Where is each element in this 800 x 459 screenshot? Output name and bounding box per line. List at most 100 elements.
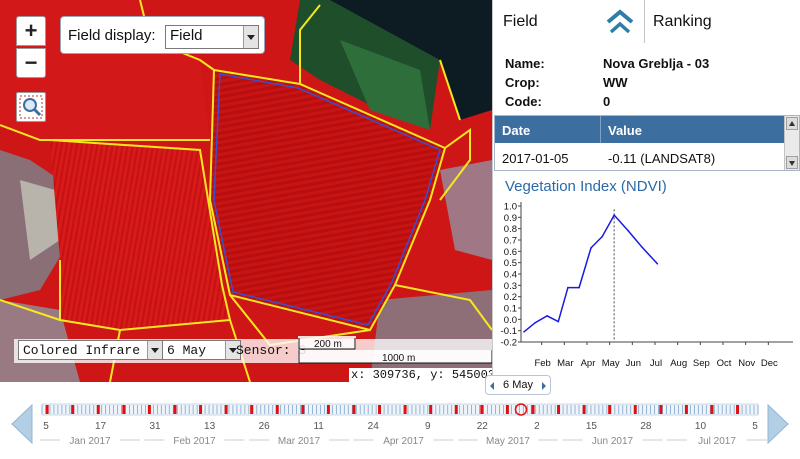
sensor-label: Sensor: S bbox=[236, 343, 307, 358]
step-left-icon[interactable] bbox=[490, 382, 494, 390]
scroll-down-icon[interactable] bbox=[786, 156, 798, 169]
field-display-select[interactable]: Field bbox=[165, 25, 259, 49]
acquisition-marker[interactable] bbox=[122, 405, 126, 414]
y-tick-label: 0.1 bbox=[504, 304, 517, 315]
x-tick-label: Mar bbox=[557, 358, 573, 369]
ndvi-point[interactable] bbox=[640, 246, 643, 248]
collapse-up-icon[interactable] bbox=[605, 8, 635, 36]
ndvi-point[interactable] bbox=[546, 315, 548, 317]
table-scrollbar[interactable] bbox=[784, 116, 799, 170]
scroll-up-icon[interactable] bbox=[786, 117, 798, 130]
chart-series bbox=[523, 213, 659, 333]
ndvi-point[interactable] bbox=[590, 247, 592, 249]
column-header-value[interactable]: Value bbox=[608, 123, 642, 138]
layer-select[interactable]: Colored Infrare bbox=[18, 340, 163, 360]
name-value: Nova Greblja - 03 bbox=[603, 56, 710, 71]
selected-date-marker[interactable] bbox=[514, 403, 528, 416]
x-tick-label: May bbox=[602, 358, 620, 369]
acquisition-marker[interactable] bbox=[275, 405, 279, 414]
field-info-panel: Field Ranking Name: Nova Greblja - 03 Cr… bbox=[492, 0, 800, 382]
chart-axes bbox=[520, 202, 793, 343]
ndvi-point[interactable] bbox=[601, 235, 604, 238]
ndvi-point[interactable] bbox=[523, 331, 525, 333]
acquisition-marker[interactable] bbox=[250, 405, 254, 414]
step-right-icon[interactable] bbox=[542, 382, 546, 390]
table-row[interactable]: 2017-01-05 -0.11 (LANDSAT8) bbox=[495, 143, 784, 170]
ndvi-point[interactable] bbox=[557, 320, 560, 323]
ndvi-point[interactable] bbox=[567, 286, 569, 289]
acquisition-marker[interactable] bbox=[45, 405, 49, 414]
timeline-day-label: 22 bbox=[477, 421, 489, 432]
timeline-month-label: Jan 2017 bbox=[69, 436, 111, 447]
acquisition-marker[interactable] bbox=[736, 405, 740, 414]
magnify-extent-icon bbox=[19, 95, 43, 119]
field-display-control: Field display: Field bbox=[60, 16, 265, 54]
y-tick-label: 0.6 bbox=[504, 247, 517, 258]
acquisition-marker[interactable] bbox=[403, 405, 407, 414]
code-label: Code: bbox=[505, 94, 542, 109]
acquisition-marker[interactable] bbox=[582, 405, 586, 414]
acquisition-marker[interactable] bbox=[608, 405, 612, 414]
timeline-day-label: 10 bbox=[695, 421, 707, 432]
tab-field[interactable]: Field bbox=[493, 0, 645, 43]
acquisition-marker[interactable] bbox=[173, 405, 177, 414]
tab-ranking[interactable]: Ranking bbox=[645, 0, 800, 43]
acquisition-marker[interactable] bbox=[454, 405, 458, 414]
timeline-prev-icon[interactable] bbox=[11, 404, 33, 444]
panel-tabs: Field Ranking bbox=[493, 0, 800, 43]
zoom-extent-button[interactable] bbox=[16, 92, 46, 122]
timeline-track[interactable]: 5 17 31 13 26 11 24 9 22 2 15 28 10 5 Jan 2017 Feb 201… bbox=[0, 382, 800, 459]
map-view[interactable]: + − Field display: Field Colored Infrare… bbox=[0, 0, 492, 382]
field-display-label: Field display: bbox=[68, 27, 156, 44]
acquisition-marker[interactable] bbox=[301, 405, 305, 414]
zoom-out-button[interactable]: − bbox=[16, 48, 46, 78]
acquisition-marker[interactable] bbox=[531, 405, 535, 414]
ndvi-point[interactable] bbox=[578, 286, 580, 289]
acquisition-marker[interactable] bbox=[147, 405, 151, 414]
acquisition-marker[interactable] bbox=[429, 405, 433, 414]
date-select[interactable]: 6 May bbox=[162, 340, 241, 360]
ndvi-point[interactable] bbox=[534, 321, 536, 324]
timeline-ticks bbox=[41, 403, 759, 416]
acquisition-marker[interactable] bbox=[684, 405, 688, 414]
y-tick-label: -0.1 bbox=[501, 326, 517, 337]
timeline-day-labels: 5 17 31 13 26 11 24 9 22 2 15 28 10 5 bbox=[43, 421, 758, 432]
chevron-down-icon bbox=[147, 341, 162, 359]
ndvi-point[interactable] bbox=[656, 263, 659, 265]
scale-large-label: 1000 m bbox=[382, 353, 415, 364]
date-select-value: 6 May bbox=[167, 343, 207, 358]
acquisition-marker[interactable] bbox=[633, 405, 637, 414]
crop-label: Crop: bbox=[505, 75, 540, 90]
timeline-next-icon[interactable] bbox=[767, 404, 789, 444]
timeline-month-label: Feb 2017 bbox=[173, 436, 216, 447]
ndvi-point[interactable] bbox=[627, 230, 630, 232]
acquisition-marker[interactable] bbox=[480, 405, 484, 414]
ndvi-point[interactable] bbox=[613, 214, 615, 216]
acquisition-marker[interactable] bbox=[710, 405, 714, 414]
y-tick-label: -0.2 bbox=[501, 338, 517, 349]
y-tick-label: 0.5 bbox=[504, 258, 517, 269]
x-tick-label: Apr bbox=[581, 358, 596, 369]
timeline-selected-date[interactable]: 6 May bbox=[485, 375, 551, 395]
acquisition-marker[interactable] bbox=[71, 405, 75, 414]
acquisition-marker[interactable] bbox=[224, 405, 228, 414]
acquisition-marker[interactable] bbox=[352, 405, 356, 414]
acquisition-marker[interactable] bbox=[659, 405, 663, 414]
acquisition-marker[interactable] bbox=[96, 405, 100, 414]
zoom-in-button[interactable]: + bbox=[16, 16, 46, 46]
acquisition-marker[interactable] bbox=[505, 405, 509, 414]
acquisition-marker[interactable] bbox=[378, 405, 382, 414]
x-tick-label: Oct bbox=[717, 358, 732, 369]
satellite-map-image bbox=[0, 0, 492, 382]
timeline: 5 17 31 13 26 11 24 9 22 2 15 28 10 5 Jan 2017 Feb 201… bbox=[0, 375, 800, 459]
y-tick-label: 0.7 bbox=[504, 236, 517, 247]
timeline-day-label: 31 bbox=[150, 421, 162, 432]
acquisition-marker[interactable] bbox=[326, 405, 330, 414]
acquisition-marker[interactable] bbox=[557, 405, 561, 414]
ndvi-chart: 1.00.90.80.70.60.50.40.30.20.10.0-0.1-0.… bbox=[501, 202, 793, 369]
timeline-month-label: Mar 2017 bbox=[278, 436, 321, 447]
timeline-month-label: May 2017 bbox=[486, 436, 530, 447]
timeline-day-label: 28 bbox=[640, 421, 652, 432]
column-header-date[interactable]: Date bbox=[502, 123, 531, 138]
acquisition-marker[interactable] bbox=[199, 405, 203, 414]
